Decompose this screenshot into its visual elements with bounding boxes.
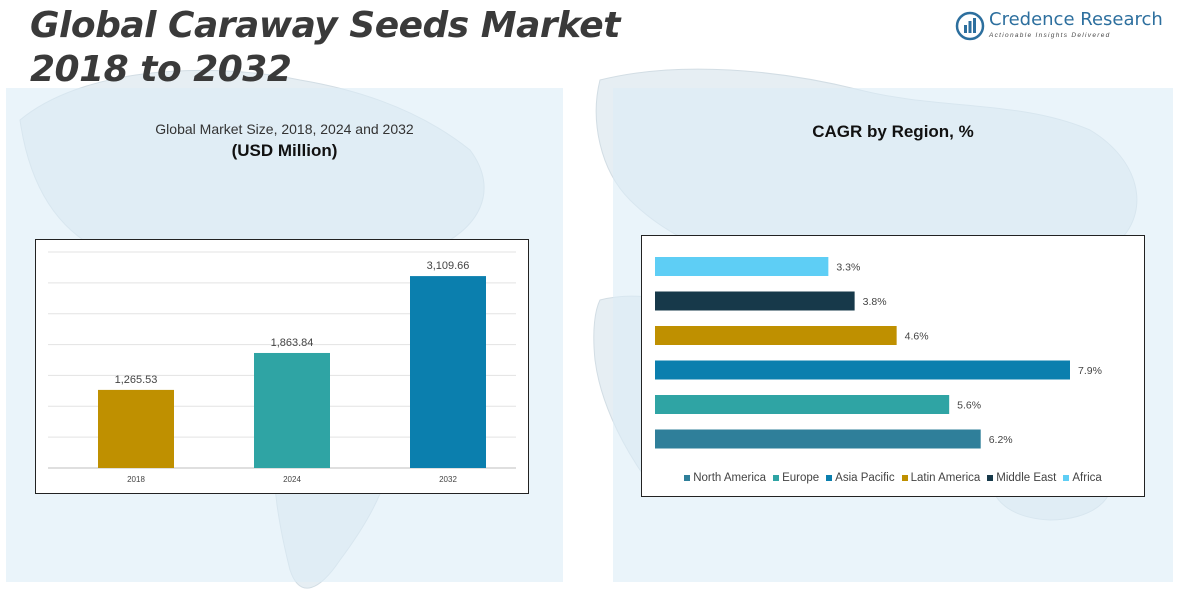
legend-item: Asia Pacific	[826, 472, 895, 484]
bar-value-label: 1,265.53	[115, 374, 158, 386]
cagr-bar-north-america	[655, 429, 981, 449]
cagr-value-label: 3.3%	[836, 262, 860, 274]
bar-value-label: 1,863.84	[271, 337, 314, 349]
legend-item: Latin America	[901, 472, 981, 484]
market-size-subtitle: Global Market Size, 2018, 2024 and 2032	[155, 121, 414, 137]
legend-label: Middle East	[996, 472, 1057, 484]
legend-label: Africa	[1072, 472, 1102, 484]
cagr-bar-middle-east	[655, 291, 855, 311]
x-tick-label: 2024	[283, 475, 301, 484]
logo-name: Credence Research	[989, 9, 1163, 30]
page-title: Global Caraway Seeds Market 2018 to 2032	[30, 4, 620, 92]
legend-label: Asia Pacific	[835, 472, 895, 484]
cagr-value-label: 6.2%	[989, 434, 1013, 446]
market-size-unit: (USD Million)	[231, 141, 338, 160]
legend-swatch	[773, 475, 780, 481]
cagr-value-label: 7.9%	[1078, 365, 1102, 377]
bar-2018	[98, 389, 174, 468]
cagr-value-label: 5.6%	[957, 400, 981, 412]
cagr-chart-svg: 3.3% 3.8% 4.6% 7.9% 5.6% 6.2%	[655, 257, 1102, 449]
legend-label: Europe	[782, 472, 820, 484]
legend-swatch	[826, 475, 833, 481]
legend-label: North America	[693, 472, 767, 484]
cagr-bar-asia-pacific	[655, 360, 1070, 380]
market-size-chart: 1,265.53 2018 1,863.84 2024 3,109.66 2032	[35, 239, 529, 494]
cagr-bar-africa	[655, 257, 829, 276]
bar-2024	[254, 352, 330, 468]
logo-tagline: Actionable Insights Delivered	[989, 32, 1111, 39]
cagr-legend: North America Europe Asia Pacific Latin Ame…	[642, 472, 1144, 484]
bar-2032	[410, 276, 486, 468]
legend-item: Africa	[1063, 472, 1102, 484]
bar-value-label: 3,109.66	[427, 260, 470, 272]
cagr-bar-europe	[655, 395, 950, 414]
legend-label: Latin America	[910, 472, 981, 484]
legend-swatch	[684, 475, 691, 481]
cagr-bar-latin-america	[655, 326, 897, 345]
page-title-line1: Global Caraway Seeds Market	[30, 5, 620, 46]
market-size-chart-svg: 1,265.53 2018 1,863.84 2024 3,109.66 2032	[48, 251, 516, 484]
cagr-value-label: 3.8%	[863, 296, 887, 308]
page-title-line2: 2018 to 2032	[30, 49, 292, 90]
legend-item: North America	[684, 472, 766, 484]
cagr-value-label: 4.6%	[905, 331, 929, 343]
credence-research-logo: Credence Research Actionable Insights De…	[955, 9, 1163, 45]
legend-item: Middle East	[987, 472, 1056, 484]
legend-swatch	[987, 475, 994, 481]
x-tick-label: 2018	[127, 475, 145, 484]
legend-item: Europe	[773, 472, 819, 484]
legend-swatch	[901, 475, 908, 481]
cagr-title: CAGR by Region, %	[812, 122, 974, 141]
legend-swatch	[1063, 475, 1070, 481]
bar-chart-circle-icon	[955, 11, 985, 41]
cagr-chart: 3.3% 3.8% 4.6% 7.9% 5.6% 6.2% North America Eu…	[641, 235, 1145, 497]
x-tick-label: 2032	[439, 475, 457, 484]
